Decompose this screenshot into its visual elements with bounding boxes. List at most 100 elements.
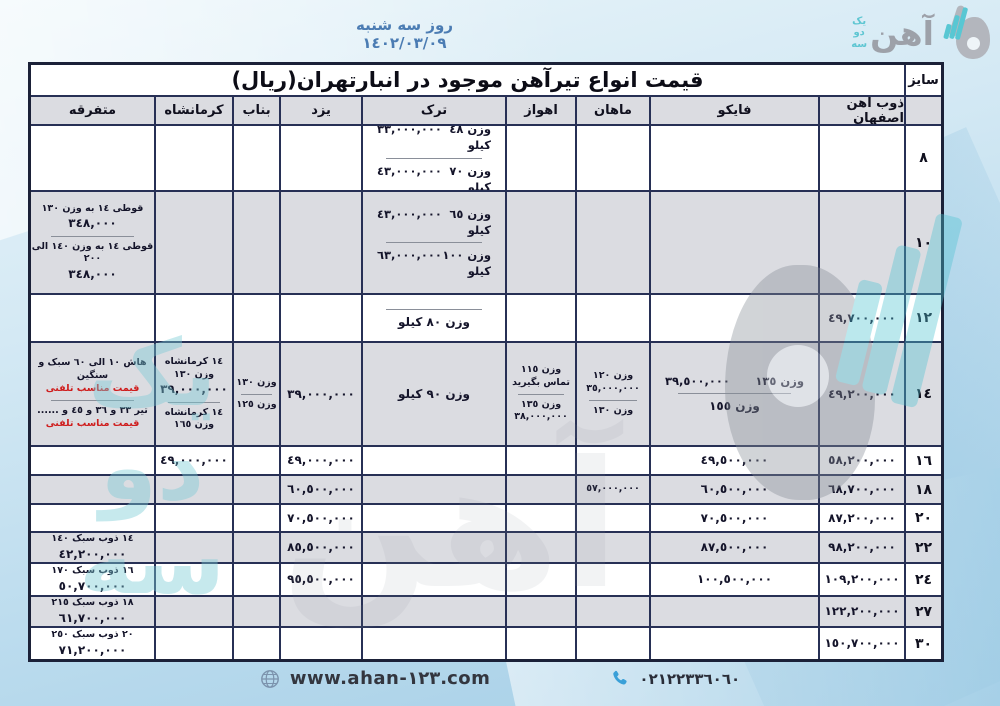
cell-text: ٣٤٨,٠٠٠ (68, 267, 117, 282)
price-cell-yazd-١٢ (281, 295, 361, 341)
price-cell-ahvaz-٢٤ (507, 564, 575, 595)
cell-text: ٤٩,٧٠٠,٠٠٠ (828, 310, 896, 325)
cell-text: ٧٠,٥٠٠,٠٠٠ (700, 510, 769, 525)
cell-text: ٤٩,٥٠٠,٠٠٠ (700, 453, 769, 468)
cell-text: ٣٤٨,٠٠٠ (68, 216, 117, 231)
cell-text: ٤٩,٢٠٠,٠٠٠ (828, 386, 896, 401)
price-cell-yazd-١٦: ٤٩,٠٠٠,٠٠٠ (281, 447, 361, 474)
price-cell-kermanshah-٣٠ (156, 628, 232, 659)
phone-text: ٠٢١٢٢٣٣٦٠٦٠ (639, 669, 741, 688)
price-cell-kermanshah-٢٢ (156, 533, 232, 562)
price-cell-mahan-٢٢ (577, 533, 649, 562)
price-cell-zob-١٠ (820, 192, 904, 293)
cell-text: ٦٠,٥٠٠,٠٠٠ (700, 482, 769, 497)
price-cell-mahan-٢٧ (577, 597, 649, 626)
cell-text: ١٠٠,٥٠٠,٠٠٠ (696, 572, 773, 587)
price-cell-bonab-١٤: وزن ١٣٠ وزن ١٢٥ (234, 343, 279, 445)
price-cell-yazd-١٤: ٣٩,٠٠٠,٠٠٠ (281, 343, 361, 445)
cell-text: ٧١,٢٠٠,٠٠٠ (58, 642, 127, 657)
price-cell-kermanshah-٢٤ (156, 564, 232, 595)
size-cell-٢٢: ٢٢ (906, 533, 941, 562)
size-cell-١٨: ١٨ (906, 476, 941, 503)
price-cell-ahvaz-١٦ (507, 447, 575, 474)
cell-text: ٢٠ ذوب سبک ٢٥٠ (51, 629, 134, 640)
price-cell-bonab-١٠ (234, 192, 279, 293)
column-header-mahan: ماهان (577, 97, 649, 124)
price-cell-tork-٣٠ (363, 628, 505, 659)
cell-text: تیر ٣٣ و ٣٦ و ٤٥ و ...... (37, 404, 148, 416)
cell-text: وزن ١٣٥ (520, 398, 562, 410)
cell-text: ٦٠,٥٠٠,٠٠٠ (287, 482, 355, 497)
cell-text: ٣٩,٠٠٠,٠٠٠ (160, 382, 228, 397)
price-cell-fayko-١٢ (651, 295, 818, 341)
price-cell-yazd-١٨: ٦٠,٥٠٠,٠٠٠ (281, 476, 361, 503)
cell-divider (241, 393, 272, 395)
cell-text: ٨٥,٥٠٠,٠٠٠ (287, 540, 355, 555)
price-cell-yazd-١٠ (281, 192, 361, 293)
price-cell-zob-٢٠: ٨٧,٢٠٠,٠٠٠ (820, 505, 904, 531)
price-cell-ahvaz-١٨ (507, 476, 575, 503)
price-cell-mahan-١٠ (577, 192, 649, 293)
column-header-zob: ذوب آهن اصفهان (820, 97, 904, 124)
size-cell-١٠: ١٠ (906, 192, 941, 293)
price-cell-mahan-٣٠ (577, 628, 649, 659)
price-cell-zob-٣٠: ١٥٠,٧٠٠,٠٠٠ (820, 628, 904, 659)
price-cell-kermanshah-٨ (156, 126, 232, 190)
price-cell-mahan-١٦ (577, 447, 649, 474)
cell-text: وزن ١٥٥ (709, 399, 760, 414)
price-cell-motefarreghe-٢٠ (31, 505, 154, 531)
cell-text: ١٢٢,٢٠٠,٠٠٠ (824, 604, 900, 619)
price-cell-yazd-٢٠: ٧٠,٥٠٠,٠٠٠ (281, 505, 361, 531)
price-cell-tork-١٤: وزن ٩٠ کیلو (363, 343, 505, 445)
size-cell-٢٤: ٢٤ (906, 564, 941, 595)
column-header-yazd: یزد (281, 97, 361, 124)
column-header-ahvaz: اهواز (507, 97, 575, 124)
cell-text: ٥٨,٢٠٠,٠٠٠ (828, 453, 896, 468)
price-cell-yazd-٢٢: ٨٥,٥٠٠,٠٠٠ (281, 533, 361, 562)
price-cell-tork-٨: وزن ٤٨ کیلو ٣٣,٠٠٠,٠٠٠ وزن ٧٠ کیلو ٤٣,٠٠٠,٠… (363, 126, 505, 190)
price-cell-ahvaz-٣٠ (507, 628, 575, 659)
phone-item: ٠٢١٢٢٣٣٦٠٦٠ (610, 669, 740, 688)
cell-text: ٦١,٧٠٠,٠٠٠ (58, 610, 127, 625)
weight-price-line: وزن ٦٥ کیلو ٤٣,٠٠٠,٠٠٠ (377, 206, 491, 237)
column-header-bonab: بناب (234, 97, 279, 124)
cell-divider (385, 309, 483, 311)
cell-text: ٩٨,٢٠٠,٠٠٠ (828, 540, 896, 555)
cell-text: وزن ١٢٠ (592, 370, 634, 382)
cell-text: ٤٩,٠٠٠,٠٠٠ (160, 453, 228, 468)
price-cell-ahvaz-٢٠ (507, 505, 575, 531)
price-cell-mahan-١٤: وزن ١٢٠ ٣٥,٠٠٠,٠٠٠ وزن ١٣٠ (577, 343, 649, 445)
date-text: روز سه شنبه ١٤٠٢/٠٣/٠٩ (356, 16, 453, 52)
price-cell-ahvaz-١٢ (507, 295, 575, 341)
price-cell-motefarreghe-١٨ (31, 476, 154, 503)
price-cell-motefarreghe-١٠: قوطی ١٤ به وزن ١٣٠ ٣٤٨,٠٠٠ قوطی ١٤ به وزن … (31, 192, 154, 293)
cell-text: ١٤ کرمانشاه وزن ١٣٠ (164, 355, 224, 380)
price-cell-yazd-٨ (281, 126, 361, 190)
price-cell-motefarreghe-١٦ (31, 447, 154, 474)
cell-text: ٦٨,٧٠٠,٠٠٠ (828, 482, 896, 497)
column-header-kermanshah: کرمانشاه (156, 97, 232, 124)
footer: www.ahan-١٢٣.com ٠٢١٢٢٣٣٦٠٦٠ (0, 668, 1000, 689)
cell-text: وزن ٩٠ کیلو (398, 386, 470, 401)
price-cell-zob-١٤: ٤٩,٢٠٠,٠٠٠ (820, 343, 904, 445)
price-cell-tork-١٦ (363, 447, 505, 474)
price-cell-motefarreghe-١٤: هاش ١٠ الی ٦٠ سبک و سنگین قیمت مناسب تلفن… (31, 343, 154, 445)
cell-text: ١٠٩,٢٠٠,٠٠٠ (824, 572, 900, 587)
cell-text: هاش ١٠ الی ٦٠ سبک و سنگین (38, 357, 147, 382)
price-cell-mahan-٢٠ (577, 505, 649, 531)
price-cell-mahan-١٢ (577, 295, 649, 341)
price-cell-kermanshah-١٤: ١٤ کرمانشاه وزن ١٣٠ ٣٩,٠٠٠,٠٠٠ ١٤ کرمانشاه… (156, 343, 232, 445)
cell-text: ١٥٠,٧٠٠,٠٠٠ (824, 636, 900, 651)
cell-text: ٨٧,٢٠٠,٠٠٠ (828, 510, 896, 525)
price-cell-ahvaz-٢٢ (507, 533, 575, 562)
cell-divider (588, 399, 638, 401)
cell-text: وزن ١٣٠ (236, 376, 277, 388)
price-cell-zob-١٢: ٤٩,٧٠٠,٠٠٠ (820, 295, 904, 341)
weight-price-line: وزن ١٠٠ کیلو ٦٣,٠٠٠,٠٠٠ (377, 248, 491, 279)
cell-text: ١٨ ذوب سبک ٢١٥ (51, 597, 134, 608)
cell-text: ٤٩,٠٠٠,٠٠٠ (287, 453, 355, 468)
weight-price-line: وزن ١٣٥ ٣٩,٥٠٠,٠٠٠ (665, 374, 804, 389)
cell-text: ٣٥,٠٠٠,٠٠٠ (586, 383, 640, 395)
cell-divider (385, 157, 483, 159)
price-cell-fayko-٢٠: ٧٠,٥٠٠,٠٠٠ (651, 505, 818, 531)
